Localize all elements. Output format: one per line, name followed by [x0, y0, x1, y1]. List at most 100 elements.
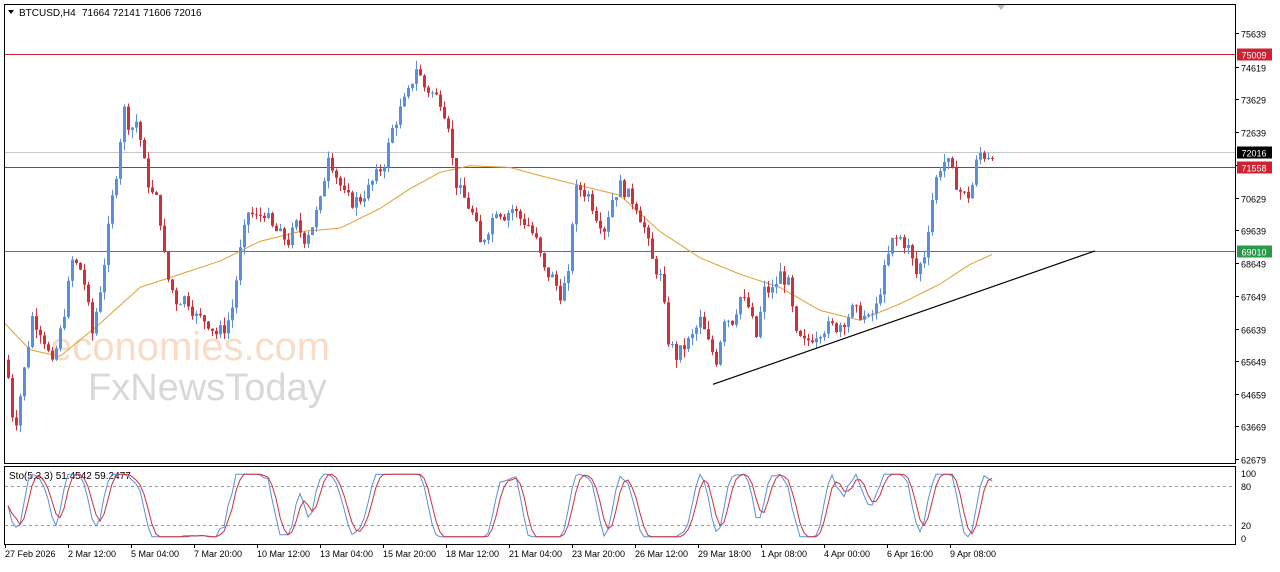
price-tick-label: 70629: [1241, 195, 1266, 205]
candle-body: [203, 315, 206, 322]
price-tick-label: 69639: [1241, 227, 1266, 237]
candle-body: [743, 297, 746, 299]
candle-body: [323, 181, 326, 197]
candle-body: [127, 106, 130, 130]
time-tick-label: 18 Mar 12:00: [446, 549, 499, 559]
candle-body: [63, 316, 66, 329]
candle-body: [687, 338, 690, 350]
candle-body: [763, 286, 766, 312]
candle-body: [411, 83, 414, 89]
candle-body: [95, 311, 98, 334]
level-label-75009: 75009: [1241, 51, 1266, 61]
candle-body: [179, 304, 182, 306]
candle-body: [355, 197, 358, 208]
candle-body: [435, 92, 438, 95]
candle-body: [887, 253, 890, 266]
candle-body: [139, 121, 142, 140]
candle-body: [775, 283, 778, 288]
chart-menu-arrow-icon[interactable]: [8, 10, 14, 14]
candle-body: [459, 185, 462, 188]
candle-body: [395, 124, 398, 129]
candle-body: [795, 306, 798, 331]
candle-body: [939, 171, 942, 178]
candle-body: [575, 185, 578, 225]
candle-body: [167, 251, 170, 280]
candle-body: [219, 325, 222, 335]
candle-body: [499, 214, 502, 217]
candle-body: [627, 188, 630, 198]
candle-body: [23, 367, 26, 397]
candle-body: [779, 271, 782, 284]
candle-body: [507, 212, 510, 221]
time-axis: 27 Feb 2026 2 Mar 12:00 5 Mar 04:00 7 Mar 2…: [5, 544, 996, 559]
candle-body: [771, 287, 774, 293]
candles: [7, 60, 994, 433]
candle-body: [727, 320, 730, 322]
candle-body: [923, 257, 926, 264]
candle-body: [151, 187, 154, 193]
candle-body: [59, 328, 62, 349]
candle-body: [403, 96, 406, 107]
candle-body: [519, 211, 522, 219]
candle-body: [935, 177, 938, 200]
time-tick-label: 7 Mar 20:00: [194, 549, 242, 559]
candle-body: [291, 227, 294, 246]
symbol-header: BTCUSD,H4: [19, 8, 76, 19]
candle-body: [915, 258, 918, 275]
candle-body: [343, 185, 346, 191]
candle-body: [755, 316, 758, 337]
candle-body: [479, 220, 482, 243]
candle-body: [319, 196, 322, 211]
candle-body: [787, 277, 790, 285]
candle-body: [783, 271, 786, 285]
candle-body: [663, 273, 666, 303]
candle-body: [903, 237, 906, 248]
candle-body: [963, 191, 966, 193]
price-tick-label: 68649: [1241, 260, 1266, 270]
candle-body: [195, 313, 198, 316]
candle-body: [135, 121, 138, 128]
candle-body: [423, 75, 426, 88]
candle-body: [267, 213, 270, 218]
candle-body: [359, 197, 362, 202]
candle-body: [91, 302, 94, 334]
time-tick-label: 2 Mar 12:00: [68, 549, 116, 559]
candle-body: [239, 247, 242, 281]
scroll-marker-icon[interactable]: [997, 5, 1005, 10]
candle-body: [327, 157, 330, 182]
candle-body: [51, 350, 54, 360]
candle-body: [247, 212, 250, 225]
candle-body: [731, 320, 734, 325]
candle-body: [595, 210, 598, 221]
level-tag-69010: [1237, 245, 1272, 258]
candle-body: [491, 217, 494, 235]
candle-body: [35, 316, 38, 330]
candle-body: [987, 157, 990, 159]
candle-body: [371, 181, 374, 185]
candle-body: [651, 238, 654, 259]
candle-body: [351, 192, 354, 208]
candle-body: [559, 285, 562, 301]
candle-body: [131, 127, 134, 130]
candle-body: [979, 152, 982, 160]
price-tick-label: 73629: [1241, 96, 1266, 106]
price-tick-label: 64659: [1241, 391, 1266, 401]
candle-body: [827, 321, 830, 334]
candle-body: [111, 195, 114, 224]
candle-body: [315, 210, 318, 228]
candle-body: [503, 216, 506, 221]
indicator-header: Sto(5,3,3) 51.4542 59.2477: [9, 471, 131, 482]
candle-body: [287, 239, 290, 246]
candle-body: [303, 232, 306, 244]
candle-body: [79, 262, 82, 270]
candle-body: [591, 194, 594, 211]
candle-body: [919, 263, 922, 275]
candle-body: [431, 92, 434, 94]
price-tick-label: 72639: [1241, 129, 1266, 139]
candle-body: [75, 259, 78, 263]
candle-body: [87, 284, 90, 303]
candle-body: [39, 329, 42, 336]
candle-body: [891, 237, 894, 254]
candle-body: [255, 214, 258, 216]
